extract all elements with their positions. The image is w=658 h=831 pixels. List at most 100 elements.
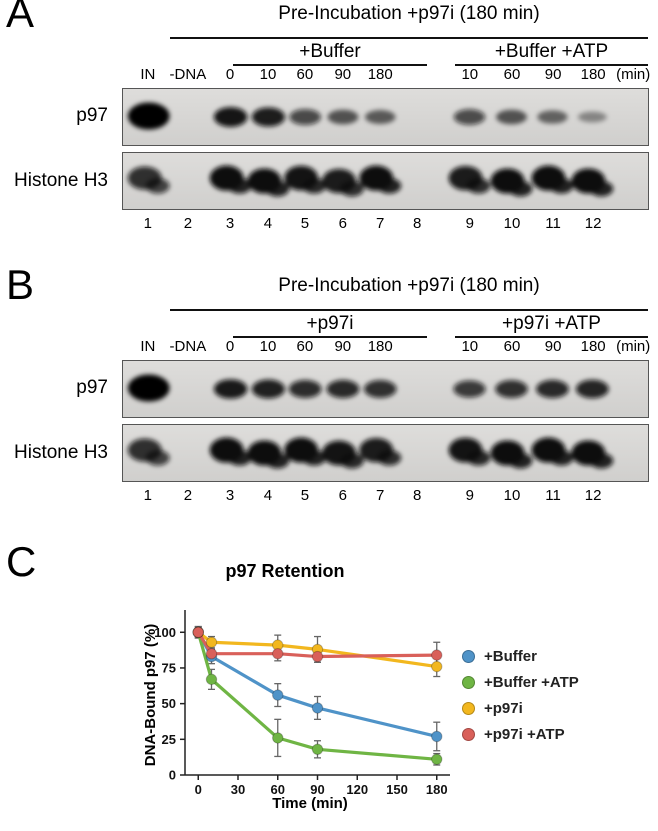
svg-text:75: 75	[162, 660, 176, 675]
min-unit-label: (min)	[616, 338, 651, 355]
blot-label-histone-h3: Histone H3	[14, 170, 108, 191]
legend-dot	[462, 728, 475, 741]
lane-number: 7	[376, 215, 385, 232]
lane-label: 180	[367, 66, 393, 83]
legend-label: +Buffer +ATP	[484, 674, 579, 691]
svg-text:90: 90	[310, 782, 324, 797]
lane-number: 3	[225, 215, 235, 232]
group-label-buffer-atp: +Buffer +ATP	[494, 41, 609, 62]
panel-b-letter: B	[6, 261, 35, 308]
lane-number: 2	[183, 487, 193, 504]
lane-number: 10	[503, 487, 521, 504]
svg-text:0: 0	[195, 782, 202, 797]
lane-label: 180	[367, 338, 393, 355]
retention-chart: 0 25 50 75 100 0 30 60 90 120 150 180	[154, 610, 450, 797]
legend-dot	[462, 702, 475, 715]
lane-label: 0	[225, 66, 235, 83]
lane-label: 90	[544, 338, 562, 355]
chart-title: p97 Retention	[225, 561, 345, 581]
legend-item: +p97i	[462, 700, 579, 717]
lane-number: 8	[412, 487, 422, 504]
lane-label: 180	[580, 338, 606, 355]
histone-h3-blot	[122, 424, 649, 482]
legend-dot	[462, 676, 475, 689]
panel-a: A Pre-Incubation +p97i (180 min) +Buffer…	[0, 0, 658, 262]
lane-label: 0	[225, 338, 235, 355]
lane-label: 10	[259, 66, 277, 83]
legend-label: +p97i	[484, 700, 523, 717]
lane-number: 6	[338, 215, 347, 232]
lane-label: 10	[461, 66, 479, 83]
lane-number: 3	[225, 487, 235, 504]
blot-label-p97: p97	[76, 377, 108, 398]
lane-number: 11	[545, 215, 561, 232]
legend-item: +Buffer	[462, 648, 579, 665]
blot-label-histone-h3: Histone H3	[14, 442, 108, 463]
lane-label: 60	[503, 66, 521, 83]
svg-text:25: 25	[162, 732, 176, 747]
svg-text:30: 30	[231, 782, 245, 797]
lane-label: 60	[296, 66, 314, 83]
lane-number: 9	[465, 487, 474, 504]
lane-label: 10	[259, 338, 277, 355]
p97-blot	[122, 360, 649, 418]
p97-blot	[122, 88, 649, 146]
min-unit-label: (min)	[616, 66, 651, 83]
lane-number: 10	[503, 215, 521, 232]
lane-label: 90	[334, 66, 352, 83]
lane-number: 2	[183, 215, 193, 232]
lane-number: 7	[376, 487, 385, 504]
group-underline	[455, 64, 648, 66]
lane-number: 6	[338, 487, 347, 504]
lane-number: 5	[300, 487, 310, 504]
lane-label: IN	[140, 66, 156, 83]
chart-legend: +Buffer +Buffer +ATP +p97i +p97i +ATP	[462, 648, 579, 752]
group-underline	[455, 336, 648, 338]
lane-number: 12	[584, 215, 602, 232]
header-underline	[170, 37, 648, 39]
svg-text:150: 150	[386, 782, 408, 797]
legend-dot	[462, 650, 475, 663]
group-underline	[233, 336, 427, 338]
svg-text:100: 100	[154, 625, 176, 640]
svg-text:0: 0	[169, 768, 176, 783]
lane-number: 12	[584, 487, 602, 504]
legend-item: +Buffer +ATP	[462, 674, 579, 691]
lane-number: 11	[545, 487, 561, 504]
lane-label: IN	[140, 338, 156, 355]
lane-number: 1	[143, 487, 152, 504]
lane-number: 9	[465, 215, 474, 232]
lane-label: -DNA	[169, 66, 207, 83]
lane-number: 1	[143, 215, 152, 232]
lane-labels: IN -DNA 0 10 60 90 180 10 60 90 180 (min)	[122, 338, 651, 358]
panel-b: B Pre-Incubation +p97i (180 min) +p97i +…	[0, 261, 658, 534]
blot-label-p97: p97	[76, 105, 108, 126]
legend-label: +Buffer	[484, 648, 537, 665]
lane-label: 180	[580, 66, 606, 83]
lane-label: 90	[334, 338, 352, 355]
lane-label: 60	[296, 338, 314, 355]
panel-c-letter: C	[6, 538, 37, 585]
pre-incubation-header: Pre-Incubation +p97i (180 min)	[278, 3, 540, 24]
lane-label: 60	[503, 338, 521, 355]
lane-number: 5	[300, 215, 310, 232]
svg-text:60: 60	[271, 782, 285, 797]
svg-text:50: 50	[162, 696, 176, 711]
legend-item: +p97i +ATP	[462, 726, 579, 743]
lane-labels: IN -DNA 0 10 60 90 180 10 60 90 180 (min)	[122, 66, 651, 86]
group-label-p97i-atp: +p97i +ATP	[502, 313, 601, 334]
lane-number: 4	[263, 487, 273, 504]
panel-c: C p97 Retention DNA-Bound p97 (%) 0 25 50 7…	[0, 538, 658, 831]
svg-text:180: 180	[426, 782, 448, 797]
lane-label: 10	[461, 338, 479, 355]
x-axis-label: Time (min)	[272, 795, 348, 812]
lane-number: 4	[263, 215, 273, 232]
legend-label: +p97i +ATP	[484, 726, 565, 743]
group-underline	[233, 64, 427, 66]
svg-text:120: 120	[346, 782, 368, 797]
histone-h3-blot	[122, 152, 649, 210]
group-label-buffer: +Buffer	[299, 41, 361, 62]
panel-a-letter: A	[6, 0, 35, 36]
group-label-p97i: +p97i	[306, 313, 354, 334]
